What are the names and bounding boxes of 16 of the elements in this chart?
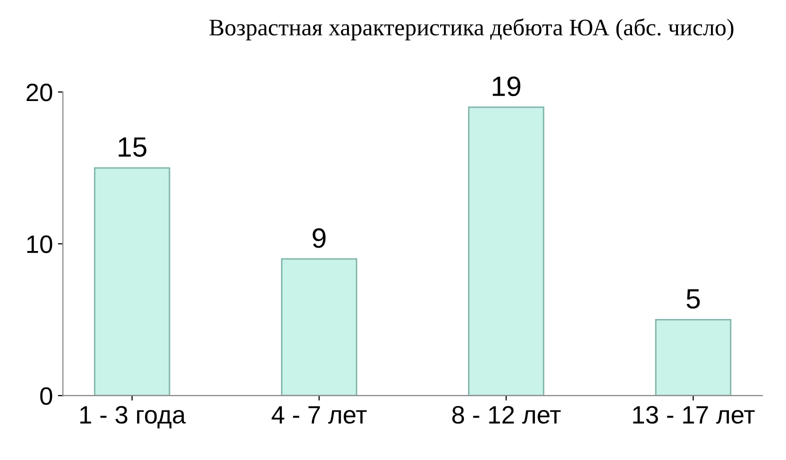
y-tick-label: 0 [40,387,52,405]
y-tick-label: 20 [26,84,52,102]
data-label: 19 [492,76,520,96]
bar [468,106,544,396]
x-tick-label: 4 - 7 лет [272,406,367,424]
bar [94,167,170,396]
bar [281,258,358,396]
data-label: 15 [118,137,146,157]
bar [655,319,732,396]
x-tick-label: 13 - 17 лет [633,406,755,424]
data-label: 5 [686,289,700,309]
data-label: 9 [312,228,326,248]
chart-title: Возрастная характеристика дебюта ЮА (абс. число) [209,18,734,40]
x-tick-label: 1 - 3 года [80,406,186,428]
x-tick-label: 8 - 12 лет [452,406,561,424]
y-tick-label: 10 [27,235,52,254]
